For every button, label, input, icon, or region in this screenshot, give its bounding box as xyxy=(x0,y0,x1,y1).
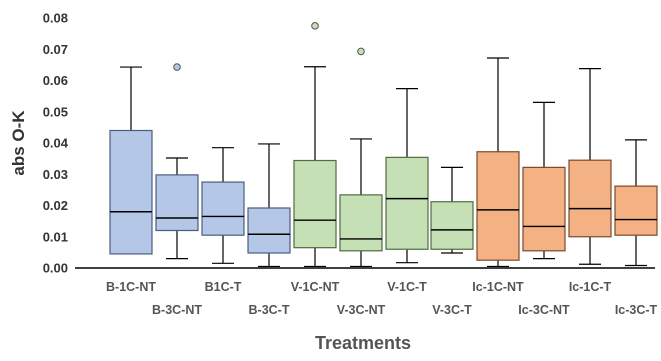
box-iqr xyxy=(430,201,474,250)
y-axis-title: abs O-K xyxy=(9,110,28,176)
box-group xyxy=(476,57,520,268)
category-labels: B-1C-NTB-3C-NTB1C-TB-3C-TV-1C-NTV-3C-NTV… xyxy=(106,280,658,317)
category-label: B-1C-NT xyxy=(106,280,156,294)
y-tick-label: 0.02 xyxy=(43,198,68,213)
box-group xyxy=(522,101,566,260)
category-label: B-3C-T xyxy=(249,303,290,317)
y-tick-label: 0.00 xyxy=(43,261,68,276)
box-group xyxy=(339,47,383,268)
outlier-point xyxy=(311,22,319,30)
box-group xyxy=(385,88,429,264)
y-tick-label: 0.04 xyxy=(43,136,69,151)
category-label: V-1C-T xyxy=(387,280,427,294)
box-iqr xyxy=(293,159,337,249)
category-label: V-3C-NT xyxy=(337,303,386,317)
category-label: B-3C-NT xyxy=(152,303,202,317)
y-tick-label: 0.01 xyxy=(43,229,68,244)
box-iqr xyxy=(339,194,383,252)
box-group xyxy=(247,143,291,268)
category-label: Ic-1C-T xyxy=(569,280,612,294)
box-group xyxy=(430,166,474,254)
box-iqr xyxy=(476,151,520,261)
box-group xyxy=(109,66,153,255)
box-group xyxy=(155,63,199,260)
y-tick-label: 0.06 xyxy=(43,73,68,88)
box-iqr xyxy=(568,159,612,238)
box-iqr xyxy=(247,207,291,254)
y-tick-label: 0.05 xyxy=(43,104,68,119)
box-group xyxy=(293,22,337,268)
box-iqr xyxy=(155,174,199,232)
category-label: Ic-1C-NT xyxy=(472,280,524,294)
category-label: V-3C-T xyxy=(432,303,472,317)
category-label: B1C-T xyxy=(205,280,242,294)
y-tick-label: 0.07 xyxy=(43,42,68,57)
category-label: Ic-3C-T xyxy=(615,303,658,317)
box-iqr xyxy=(109,129,153,255)
category-label: V-1C-NT xyxy=(291,280,340,294)
outlier-point xyxy=(357,47,365,56)
box-group xyxy=(614,139,658,267)
category-label: Ic-3C-NT xyxy=(518,303,570,317)
box-iqr xyxy=(201,181,245,236)
box-iqr xyxy=(385,156,429,250)
box-group xyxy=(201,147,245,264)
y-tick-label: 0.03 xyxy=(43,167,68,182)
boxes-layer xyxy=(109,22,658,268)
y-axis-ticks: 0.00 0.01 0.02 0.03 0.04 0.05 0.06 0.07 0.08 xyxy=(43,11,69,276)
box-group xyxy=(568,68,612,265)
box-iqr xyxy=(522,166,566,252)
y-tick-label: 0.08 xyxy=(43,11,68,26)
x-axis-title: Treatments xyxy=(315,333,411,353)
outlier-point xyxy=(173,63,181,71)
box-iqr xyxy=(614,185,658,236)
